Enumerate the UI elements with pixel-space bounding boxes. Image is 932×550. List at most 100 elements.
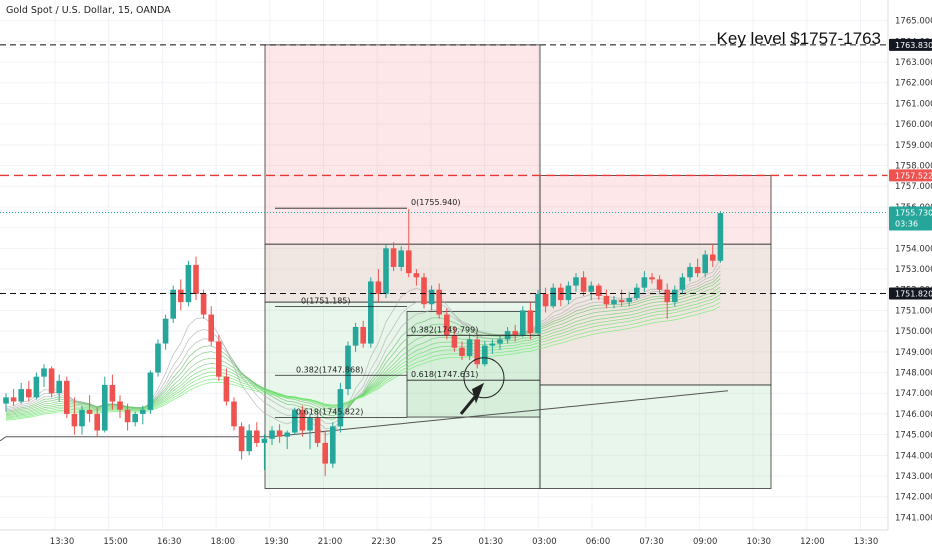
candle[interactable] <box>474 333 480 369</box>
candle[interactable] <box>246 424 252 456</box>
candle[interactable] <box>155 339 161 377</box>
candle[interactable] <box>489 339 496 354</box>
candle[interactable] <box>428 285 435 311</box>
candle[interactable] <box>140 405 146 425</box>
candle[interactable] <box>71 397 78 435</box>
candle[interactable] <box>672 285 678 307</box>
candle[interactable] <box>436 283 442 319</box>
candle[interactable] <box>634 283 640 301</box>
price-badge[interactable]: 1763.830 <box>889 38 932 51</box>
candle[interactable] <box>64 376 70 419</box>
candle-body <box>710 254 716 261</box>
candle[interactable] <box>10 389 17 406</box>
candle[interactable] <box>694 258 701 278</box>
candle[interactable] <box>626 291 632 307</box>
candle[interactable] <box>3 393 9 412</box>
candle[interactable] <box>94 407 100 437</box>
candle[interactable] <box>124 403 131 431</box>
candle[interactable] <box>117 395 123 419</box>
candle[interactable] <box>444 308 450 340</box>
candle[interactable] <box>565 281 572 305</box>
candle[interactable] <box>520 306 526 338</box>
candle-body <box>360 326 366 344</box>
candle[interactable] <box>18 382 24 404</box>
candle-body <box>94 413 100 431</box>
candle[interactable] <box>299 405 306 437</box>
candle[interactable] <box>26 380 32 402</box>
candle[interactable] <box>497 335 503 350</box>
candle[interactable] <box>459 341 465 361</box>
candle[interactable] <box>41 364 47 388</box>
candle[interactable] <box>109 374 116 410</box>
candle[interactable] <box>390 242 397 272</box>
candle[interactable] <box>702 250 708 278</box>
candle[interactable] <box>535 289 541 336</box>
candle[interactable] <box>466 333 473 361</box>
price-badge[interactable]: 1757.522 <box>889 169 932 182</box>
candle[interactable] <box>603 289 610 309</box>
candle[interactable] <box>368 277 374 348</box>
candle[interactable] <box>618 289 625 307</box>
candle[interactable] <box>352 322 359 352</box>
candle[interactable] <box>406 209 412 278</box>
candle[interactable] <box>223 368 230 406</box>
candle[interactable] <box>580 271 587 296</box>
price-badge[interactable]: 1751.820 <box>889 287 932 300</box>
candle[interactable] <box>33 372 40 400</box>
candle[interactable] <box>56 374 62 402</box>
candle[interactable] <box>307 413 313 450</box>
candle[interactable] <box>132 411 138 427</box>
candle[interactable] <box>216 335 222 381</box>
candle[interactable] <box>512 324 518 342</box>
candle[interactable] <box>200 289 207 319</box>
candle[interactable] <box>717 211 724 263</box>
candle[interactable] <box>527 302 534 340</box>
candle[interactable] <box>641 271 648 292</box>
candle[interactable] <box>550 283 556 309</box>
candle[interactable] <box>147 370 154 414</box>
candle[interactable] <box>86 395 93 423</box>
candle[interactable] <box>162 314 169 350</box>
candle[interactable] <box>573 273 579 292</box>
candle[interactable] <box>656 275 663 294</box>
candle[interactable] <box>649 273 655 284</box>
price-badge[interactable]: 1755.730 03:36 <box>889 206 932 231</box>
candle[interactable] <box>451 326 458 352</box>
candle[interactable] <box>178 279 184 311</box>
candle[interactable] <box>238 422 245 460</box>
candle[interactable] <box>254 422 260 448</box>
candle[interactable] <box>208 306 214 346</box>
candle[interactable] <box>269 426 275 445</box>
candle[interactable] <box>185 260 192 307</box>
candle[interactable] <box>337 382 344 433</box>
candle[interactable] <box>375 269 382 303</box>
candle[interactable] <box>611 295 617 309</box>
candle[interactable] <box>664 283 670 319</box>
candle[interactable] <box>588 281 594 301</box>
candle[interactable] <box>330 422 336 468</box>
candle[interactable] <box>413 269 420 286</box>
candle[interactable] <box>284 430 290 450</box>
candle[interactable] <box>596 283 602 301</box>
candle[interactable] <box>48 366 55 398</box>
candle[interactable] <box>710 244 716 267</box>
candle[interactable] <box>193 256 199 301</box>
candle[interactable] <box>383 244 389 299</box>
candle[interactable] <box>261 434 268 470</box>
candle[interactable] <box>102 376 108 433</box>
candle[interactable] <box>679 273 686 294</box>
candle[interactable] <box>345 341 351 396</box>
candle[interactable] <box>79 405 85 435</box>
candle[interactable] <box>170 285 176 323</box>
candle[interactable] <box>276 424 283 443</box>
candle[interactable] <box>398 246 404 272</box>
candle[interactable] <box>292 407 298 435</box>
candle[interactable] <box>322 430 328 477</box>
candle[interactable] <box>231 397 237 431</box>
candle[interactable] <box>421 273 427 309</box>
candle[interactable] <box>542 287 549 313</box>
candle[interactable] <box>687 262 693 282</box>
candle[interactable] <box>482 341 488 367</box>
candle[interactable] <box>360 320 366 348</box>
